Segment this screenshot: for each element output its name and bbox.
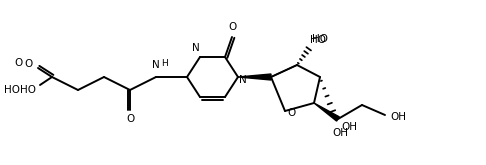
Text: O: O: [14, 58, 22, 68]
Text: HO: HO: [20, 85, 36, 95]
Text: HO: HO: [4, 85, 20, 95]
Text: N: N: [239, 75, 247, 85]
Text: N: N: [192, 43, 200, 53]
Text: OH: OH: [341, 122, 357, 132]
Text: O: O: [24, 59, 32, 69]
Text: H: H: [161, 59, 167, 67]
Text: HO: HO: [310, 35, 326, 45]
Text: N: N: [152, 60, 160, 70]
Text: O: O: [126, 114, 134, 124]
Polygon shape: [271, 65, 297, 77]
Polygon shape: [314, 103, 339, 121]
Text: OH: OH: [332, 128, 348, 138]
Text: O: O: [228, 22, 236, 32]
Text: HO: HO: [312, 34, 328, 44]
Text: O: O: [287, 108, 295, 118]
Text: OH: OH: [390, 112, 406, 122]
Polygon shape: [238, 74, 271, 80]
